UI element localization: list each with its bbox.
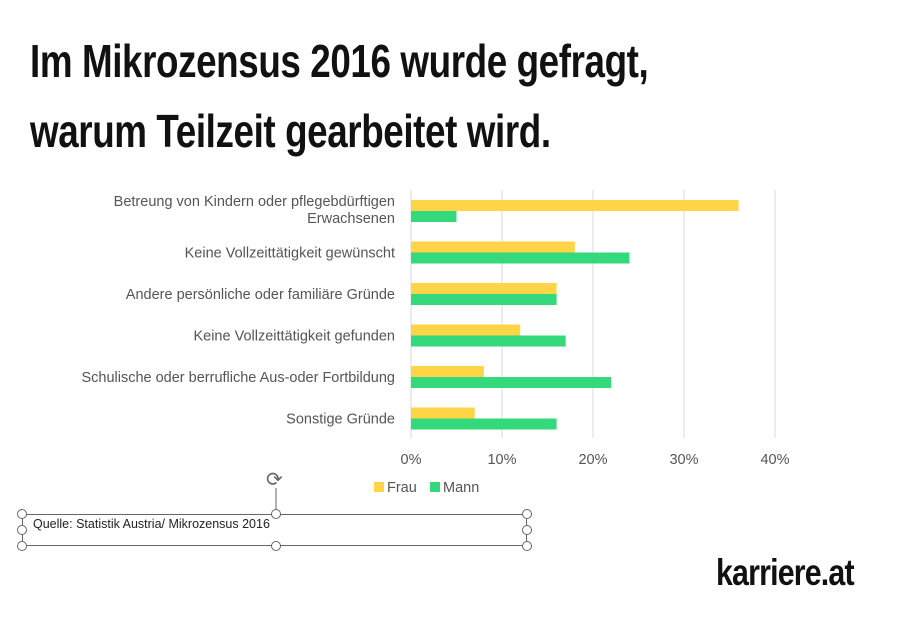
legend-swatch-mann	[430, 482, 440, 492]
category-label: Erwachsenen	[307, 211, 395, 227]
resize-handle[interactable]	[522, 525, 532, 535]
x-tick-label: 0%	[401, 452, 422, 468]
bar-frau	[411, 407, 475, 419]
rotate-handle-icon[interactable]: ⟳	[266, 469, 283, 491]
title-line-2: warum Teilzeit gearbeitet wird.	[30, 105, 551, 157]
x-tick-label: 30%	[669, 452, 698, 468]
category-label: Betreung von Kindern oder pflegebdürftig…	[114, 194, 395, 210]
bar-mann	[411, 211, 457, 222]
category-label: Sonstige Gründe	[286, 412, 395, 428]
legend-label: Mann	[443, 480, 479, 496]
bar-frau	[411, 366, 484, 377]
legend-label: Frau	[387, 480, 417, 496]
x-tick-label: 40%	[760, 452, 789, 468]
title-line-1: Im Mikrozensus 2016 wurde gefragt,	[30, 35, 649, 87]
bar-frau	[411, 200, 739, 211]
category-label: Schulische oder berrufliche Aus-oder For…	[81, 370, 395, 386]
resize-handle[interactable]	[522, 541, 532, 551]
resize-handle[interactable]	[17, 509, 27, 519]
resize-handle[interactable]	[271, 509, 281, 519]
category-label: Andere persönliche oder familiäre Gründe	[126, 287, 395, 303]
bar-frau	[411, 241, 575, 253]
resize-handle[interactable]	[17, 525, 27, 535]
legend-swatch-frau	[374, 482, 384, 492]
bar-mann	[411, 335, 566, 347]
resize-handle[interactable]	[522, 509, 532, 519]
x-tick-label: 10%	[487, 452, 516, 468]
resize-handle[interactable]	[17, 541, 27, 551]
category-label: Keine Vollzeittätigkeit gefunden	[193, 329, 395, 345]
logo: karriere.at	[716, 552, 855, 593]
bar-frau	[411, 283, 557, 294]
resize-handle[interactable]	[271, 541, 281, 551]
source-text[interactable]: Quelle: Statistik Austria/ Mikrozensus 2…	[33, 517, 270, 531]
bar-mann	[411, 377, 612, 388]
x-tick-label: 20%	[578, 452, 607, 468]
bar-frau	[411, 324, 521, 336]
category-label: Keine Vollzeittätigkeit gewünscht	[185, 246, 395, 262]
bar-mann	[411, 294, 557, 305]
bar-mann	[411, 252, 630, 264]
bar-mann	[411, 418, 557, 430]
